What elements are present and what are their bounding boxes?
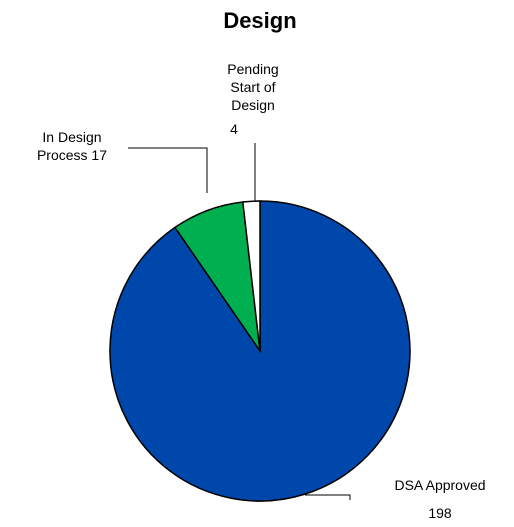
chart-title: Design [223, 8, 296, 33]
label-dsa-name: DSA Approved [394, 477, 485, 493]
label-pending-line1: Pending [227, 61, 278, 77]
label-pending-line2: Start of [230, 79, 275, 95]
leader-line-design [128, 147, 208, 193]
label-design-line1: In Design [42, 129, 101, 145]
label-design-line2: Process 17 [37, 147, 107, 163]
leader-line-dsa [305, 494, 351, 500]
pie-slices [109, 200, 411, 502]
pie-slice-pending-start-of-design [241, 200, 261, 352]
label-pending-value: 4 [230, 121, 238, 137]
label-dsa-value: 198 [428, 505, 452, 521]
label-pending-line3: Design [231, 97, 275, 113]
